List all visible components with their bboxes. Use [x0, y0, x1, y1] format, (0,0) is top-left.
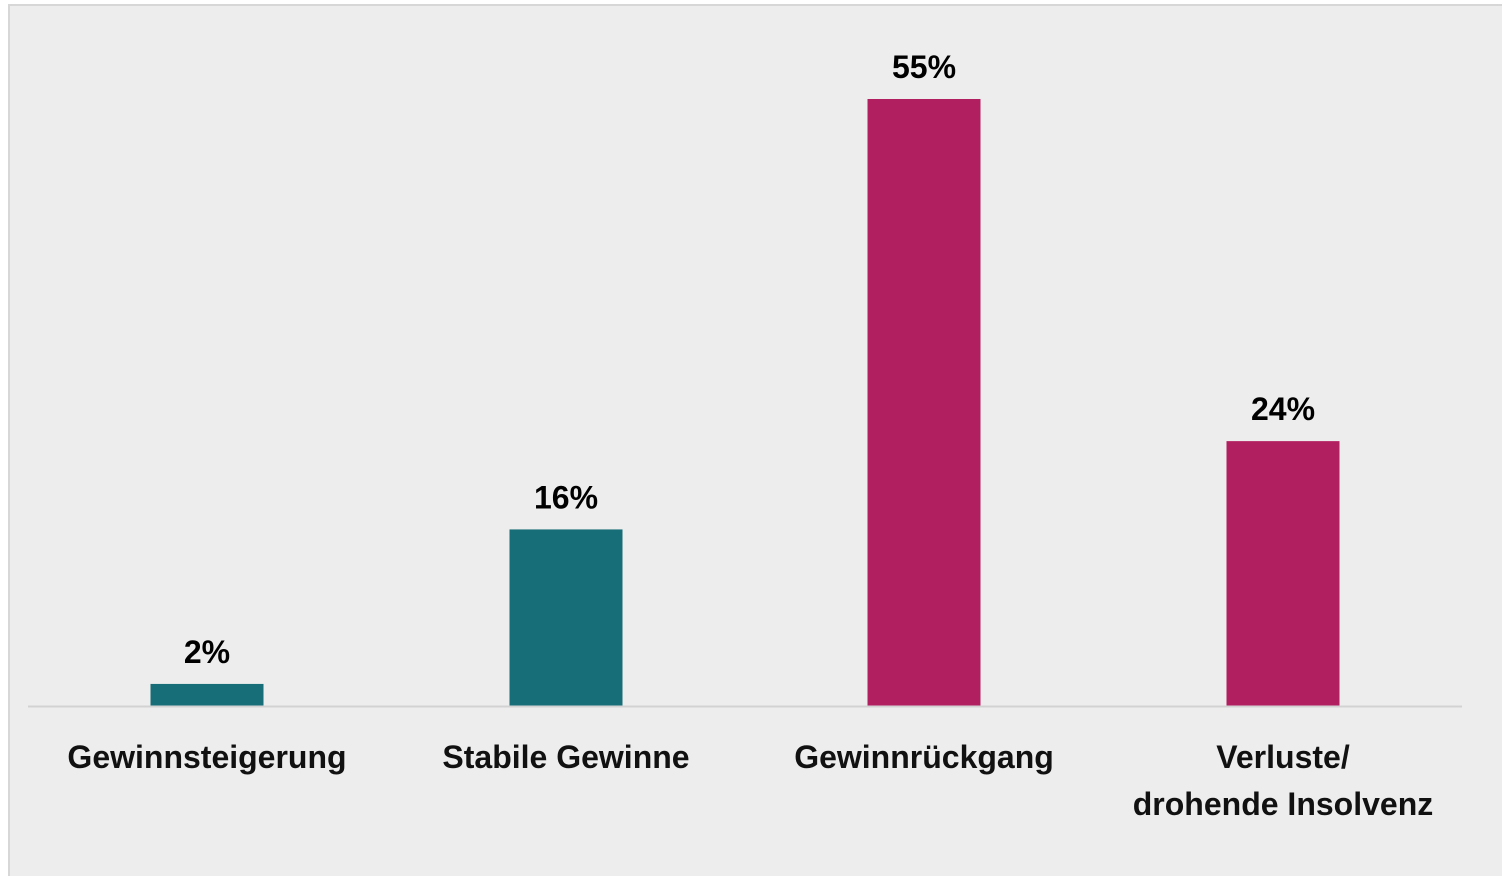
value-label-1: 2% — [184, 634, 230, 670]
value-label-2: 16% — [534, 479, 598, 515]
chart-panel — [8, 4, 1502, 876]
value-label-4: 24% — [1251, 391, 1315, 427]
category-label-4-line-2: drohende Insolvenz — [1133, 786, 1433, 822]
bar-4 — [1226, 441, 1340, 706]
category-label-3: Gewinnrückgang — [794, 739, 1054, 775]
value-label-3: 55% — [892, 49, 956, 85]
category-label-4-line-1: Verluste/ — [1216, 739, 1350, 775]
bar-1 — [150, 683, 264, 706]
category-label-2: Stabile Gewinne — [442, 739, 689, 775]
bar-3 — [867, 99, 981, 706]
bar-2 — [509, 529, 623, 706]
bars-layer — [150, 99, 1340, 706]
labels-layer: 2% Gewinnsteigerung 16% Stabile Gewinne 55% G… — [67, 49, 1433, 822]
category-label-1: Gewinnsteigerung — [67, 739, 346, 775]
